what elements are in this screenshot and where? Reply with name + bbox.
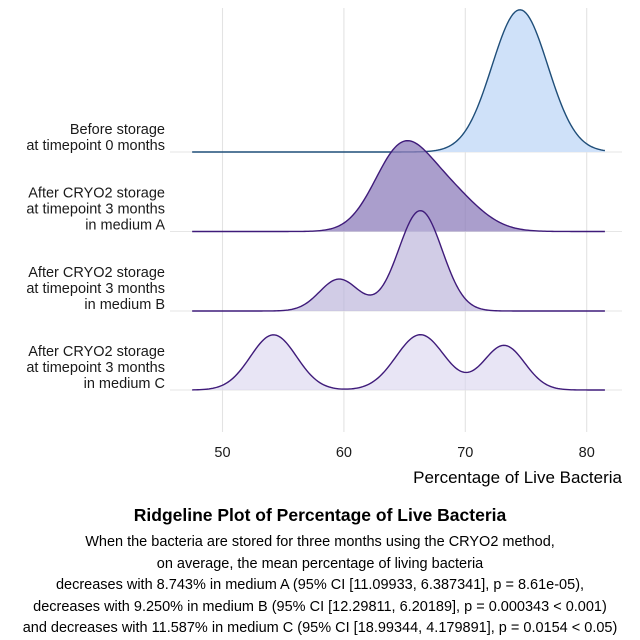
ridges [192,9,606,391]
y-label-line: After CRYO2 storage [28,344,165,360]
subtitle-line-5: and decreases with 11.587% in medium C (… [22,620,618,636]
ridge-area-3 [192,334,605,390]
y-label-2: After CRYO2 storage at timepoint 3 months… [26,265,165,313]
y-label-line: at timepoint 3 months [26,281,165,297]
ridge-line-2 [192,209,605,312]
subtitle-line-3: decreases with 8.743% in medium A (95% C… [55,577,585,593]
ridge-area-0 [192,9,605,152]
y-label-line: at timepoint 3 months [26,202,165,218]
x-tick-label-70: 70 [457,445,473,461]
y-label-line: at timepoint 0 months [26,138,165,154]
ridge-area-2 [192,210,605,311]
y-label-line: After CRYO2 storage [28,265,165,281]
subtitle-line-1: When the bacteria are stored for three m… [85,534,555,550]
ridge-series-1 [192,139,605,233]
subtitle-line-4: decreases with 9.250% in medium B (95% C… [33,598,607,615]
y-label-line: at timepoint 3 months [26,360,165,376]
chart-title: Ridgeline Plot of Percentage of Live Bac… [133,505,507,525]
x-tick-label-60: 60 [336,445,352,461]
y-axis-labels: Before storage at timepoint 0 months After… [26,122,165,392]
ridge-area-1 [192,140,605,232]
y-label-0: Before storage at timepoint 0 months [26,122,165,154]
y-label-line: in medium A [85,218,165,234]
y-label-line: in medium B [84,297,165,313]
x-tick-label-80: 80 [579,445,595,461]
ridge-series-0 [192,9,606,153]
ridgeline-chart: Before storage at timepoint 0 months After… [26,8,623,487]
subtitle-line-2: on average, the mean percentage of livin… [156,555,484,572]
ridge-series-2 [192,209,605,312]
ridge-line-1 [192,139,605,233]
y-label-line: After CRYO2 storage [28,186,165,202]
y-label-line: in medium C [84,376,165,392]
x-tick-label-50: 50 [214,445,230,461]
y-label-line: Before storage [70,122,165,138]
y-label-1: After CRYO2 storage at timepoint 3 months… [26,186,165,234]
ridge-series-3 [192,333,605,391]
ridge-line-3 [192,333,605,391]
x-axis-ticks: 50 60 70 80 [214,445,594,461]
x-axis-label: Percentage of Live Bacteria [413,468,622,487]
y-label-3: After CRYO2 storage at timepoint 3 months… [26,344,165,392]
